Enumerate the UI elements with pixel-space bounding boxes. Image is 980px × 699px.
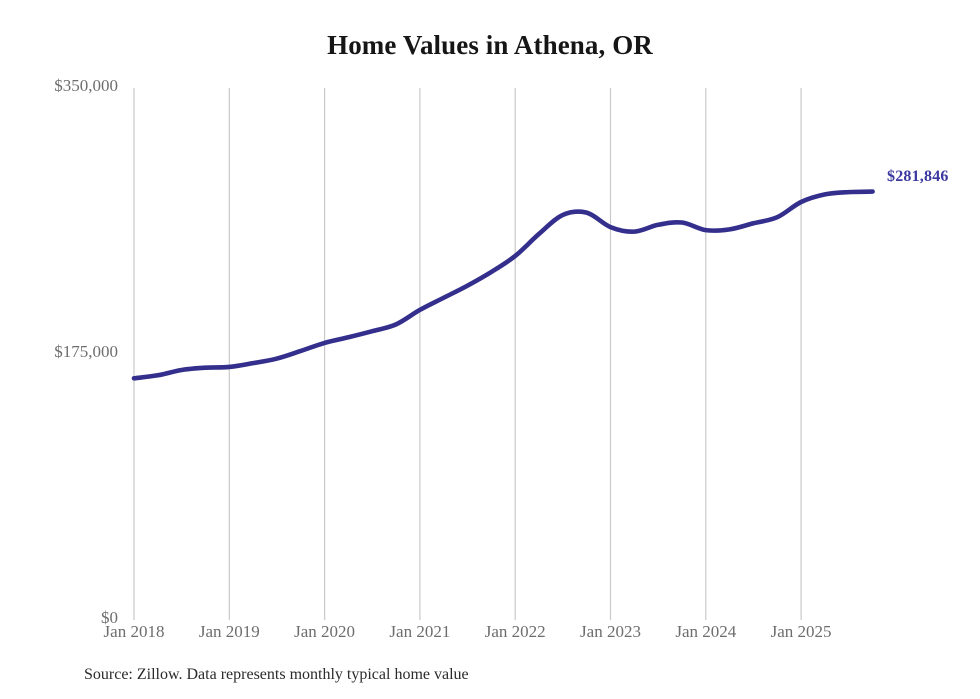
x-axis-tick-label: Jan 2022 bbox=[484, 622, 546, 641]
data-series-line bbox=[131, 189, 875, 381]
y-axis: $350,000 $175,000 $0 bbox=[0, 0, 118, 699]
x-axis-tick-label: Jan 2025 bbox=[770, 622, 832, 641]
gridlines bbox=[133, 88, 802, 620]
data-series-group bbox=[131, 189, 875, 381]
x-axis-tick-label: Jan 2021 bbox=[389, 622, 451, 641]
y-axis-tick-label-0: $0 bbox=[101, 608, 118, 627]
chart-title: Home Values in Athena, OR bbox=[327, 30, 653, 60]
source-note: Source: Zillow. Data represents monthly … bbox=[84, 666, 469, 683]
y-axis-tick-label-350000: $350,000 bbox=[54, 76, 118, 95]
x-axis-tick-label: Jan 2023 bbox=[580, 622, 641, 641]
x-axis-tick-label: Jan 2020 bbox=[294, 622, 356, 641]
end-value-annotation: $281,846 bbox=[887, 168, 949, 185]
y-axis-tick-label-175000: $175,000 bbox=[54, 342, 118, 361]
x-axis-tick-label: Jan 2024 bbox=[675, 622, 737, 641]
plot-svg bbox=[131, 88, 875, 620]
x-axis-tick-label: Jan 2018 bbox=[103, 622, 165, 641]
plot-area bbox=[131, 88, 875, 620]
x-axis-tick-label: Jan 2019 bbox=[198, 622, 260, 641]
